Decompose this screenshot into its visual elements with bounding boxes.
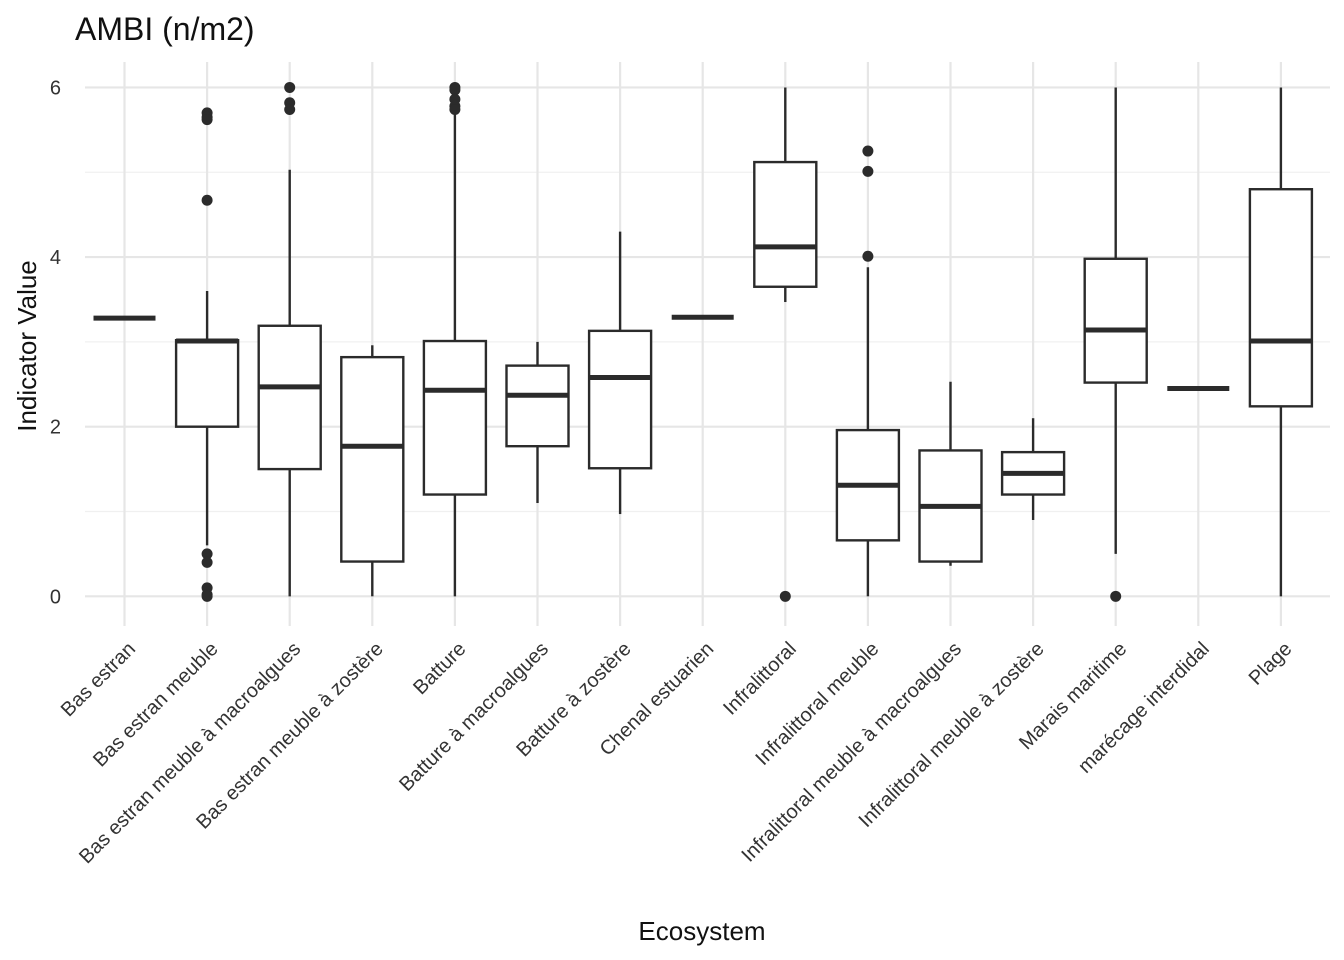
- outlier-point: [201, 548, 213, 560]
- y-axis-ticks: 0 2 4 6: [50, 77, 61, 608]
- x-tick-label: Bas estran: [57, 638, 140, 721]
- y-tick-label: 6: [50, 77, 61, 99]
- box-iqr: [753, 160, 818, 288]
- box-iqr: [257, 324, 322, 471]
- outlier-point: [862, 250, 874, 262]
- outlier-point: [201, 114, 213, 126]
- box-group: [1000, 418, 1066, 520]
- box-group: [918, 381, 983, 566]
- outlier-point: [449, 103, 461, 115]
- box-group: [587, 231, 653, 515]
- box-group: [1248, 87, 1314, 597]
- box-iqr: [1248, 188, 1314, 408]
- x-tick-label: Infralittoral: [719, 638, 801, 720]
- y-tick-label: 4: [50, 247, 61, 269]
- boxplot-series: [93, 81, 1314, 602]
- outlier-point: [779, 590, 791, 602]
- outlier-point: [284, 81, 296, 93]
- x-tick-label: Plage: [1245, 638, 1297, 690]
- y-tick-label: 0: [50, 586, 61, 608]
- box-iqr: [174, 338, 240, 428]
- x-axis-title: Ecosystem: [638, 916, 765, 946]
- outlier-point: [201, 194, 213, 206]
- outlier-point: [201, 556, 213, 568]
- box-group: [174, 107, 240, 602]
- box-group: [257, 81, 322, 597]
- outlier-point: [862, 145, 874, 157]
- outlier-point: [201, 590, 213, 602]
- box-iqr: [587, 329, 653, 470]
- outlier-point: [449, 84, 461, 96]
- outlier-point: [1110, 590, 1122, 602]
- chart-title: AMBI (n/m2): [75, 11, 255, 47]
- box-iqr: [340, 355, 405, 563]
- box-group: [422, 81, 488, 597]
- x-tick-label: Batture à macroalgues: [395, 638, 553, 796]
- box-group: [340, 345, 405, 597]
- box-group: [753, 87, 818, 602]
- box-group: [1083, 87, 1148, 602]
- y-axis-title: Indicator Value: [12, 260, 42, 432]
- box-group: [835, 145, 901, 597]
- box-group: [505, 341, 570, 504]
- outlier-point: [862, 165, 874, 177]
- box-iqr: [1083, 257, 1148, 384]
- box-iqr: [505, 364, 570, 448]
- x-tick-label: Batture: [409, 638, 470, 699]
- outlier-point: [284, 103, 296, 115]
- box-iqr: [422, 339, 488, 496]
- y-tick-label: 2: [50, 417, 61, 439]
